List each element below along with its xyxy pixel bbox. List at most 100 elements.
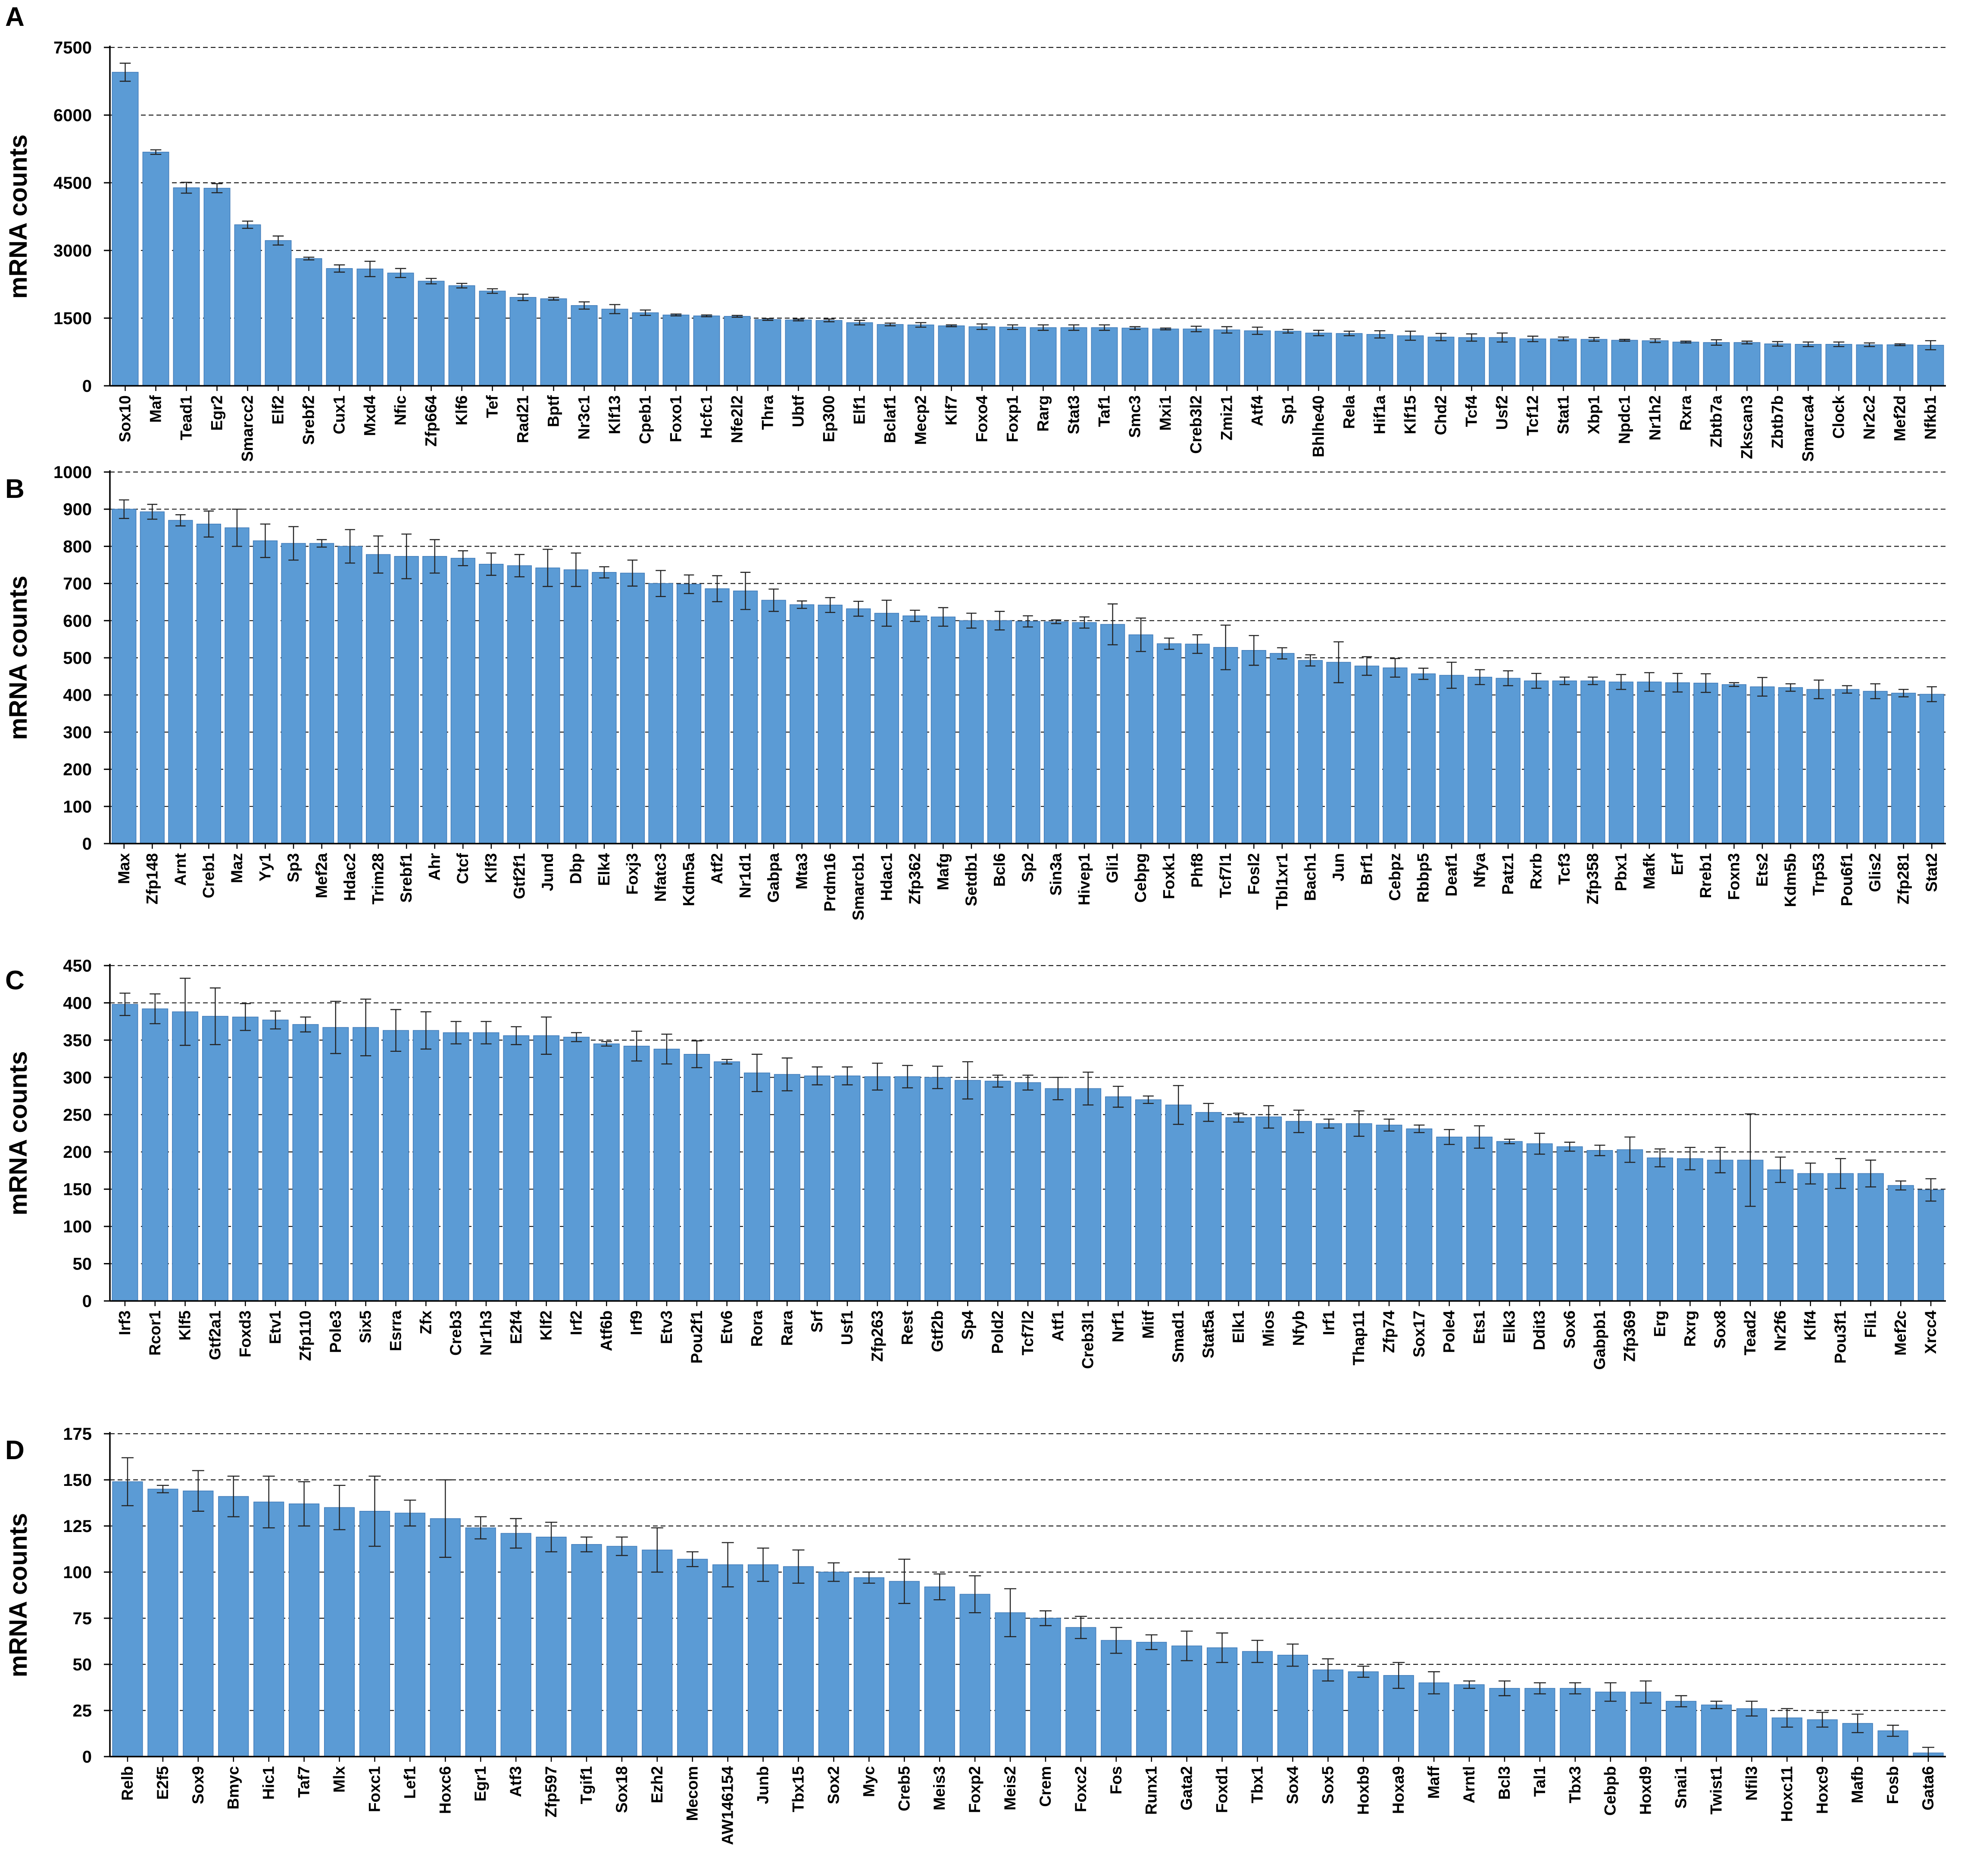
x-tick-label: Tal1: [1531, 1766, 1549, 1797]
bar: [864, 1076, 891, 1301]
x-tick-label: Cebpb: [1602, 1766, 1619, 1816]
x-tick-label: Srebf2: [300, 395, 318, 445]
bar: [987, 620, 1012, 844]
x-tick-label: Mafb: [1849, 1766, 1866, 1803]
bar: [142, 1008, 169, 1301]
bar: [265, 240, 292, 386]
x-tick-label: Atf1: [1049, 1310, 1067, 1341]
bar: [292, 1024, 319, 1301]
bar: [322, 1027, 349, 1301]
x-tick-label: Sox9: [189, 1766, 207, 1804]
x-tick-label: Meis3: [931, 1766, 948, 1810]
x-tick-label: Bcl3: [1496, 1766, 1513, 1800]
bar: [931, 616, 956, 844]
x-tick-label: Sox5: [1319, 1766, 1336, 1804]
x-tick-label: Hivep1: [1075, 853, 1093, 905]
bar: [601, 309, 628, 386]
y-axis-label: mRNA counts: [4, 1051, 32, 1215]
x-tick-label: Tcf4: [1463, 395, 1480, 427]
bar: [1580, 339, 1608, 386]
bar: [984, 1081, 1011, 1301]
panel-a: A 0 1500 3000 4500 6000 7500 mRNA counts Sox10 Ma…: [4, 2, 1946, 462]
bar: [1560, 1688, 1591, 1757]
bar: [1825, 344, 1852, 386]
x-tick-label: Sp2: [1019, 853, 1037, 882]
x-tick-label: Clock: [1830, 395, 1848, 439]
x-tick-label: Creb3: [447, 1310, 465, 1356]
x-tick-label: Nr1d1: [737, 853, 754, 898]
x-tick-label: Tead2: [1741, 1310, 1759, 1355]
bar: [907, 324, 934, 386]
x-tick-label: Mlx: [331, 1766, 348, 1793]
x-tick-label: Elf2: [269, 395, 287, 425]
bar: [1075, 1088, 1102, 1301]
x-tick-label: Sox6: [1561, 1310, 1578, 1348]
x-tick-label: Foxo1: [667, 395, 685, 442]
bar: [1519, 338, 1546, 386]
x-tick-label: Xbp1: [1585, 395, 1603, 434]
bar: [620, 572, 645, 844]
x-tick-label: Patz1: [1499, 853, 1517, 895]
bar: [902, 615, 927, 844]
bar: [1065, 1627, 1096, 1757]
x-tick-label: Zfp148: [143, 853, 161, 904]
x-tick-label: Mecp2: [912, 395, 930, 445]
x-tick-label: Mef2c: [1892, 1310, 1909, 1356]
x-tick-label: Nr2c2: [1861, 395, 1878, 440]
bar: [761, 600, 786, 844]
bar: [1489, 337, 1516, 386]
x-tick-label: Sin3a: [1047, 853, 1065, 896]
x-tick-label: Hoxc6: [436, 1766, 454, 1814]
x-tick-label: Smarcc2: [239, 395, 256, 462]
bar: [1677, 1158, 1703, 1301]
bar: [1157, 643, 1182, 844]
y-axis-label: mRNA counts: [4, 134, 32, 299]
bar: [571, 305, 598, 386]
panel-letter: D: [5, 1435, 25, 1465]
bar: [785, 319, 812, 386]
bar: [356, 269, 384, 386]
x-tick-label: Zfp597: [542, 1766, 560, 1817]
x-tick-label: Yy1: [256, 853, 274, 882]
x-tick-label: Zfp664: [422, 395, 440, 447]
bar: [387, 272, 414, 386]
x-tick-label: Thap11: [1350, 1310, 1368, 1366]
bar: [1665, 682, 1690, 844]
x-tick-label: Bach1: [1301, 853, 1319, 901]
x-tick-label: Gata6: [1919, 1766, 1937, 1810]
bar: [1015, 621, 1040, 844]
bar: [846, 608, 871, 844]
x-tick-label: Pou3f1: [1832, 1310, 1849, 1363]
x-tick-label: Mecom: [684, 1766, 701, 1821]
y-tick-label: 0: [82, 1292, 92, 1311]
bar: [533, 1035, 560, 1301]
bar: [1466, 1136, 1493, 1301]
x-tick-label: Setdb1: [962, 853, 980, 906]
bar: [147, 1488, 178, 1757]
bar: [112, 1481, 143, 1757]
bar: [1917, 1189, 1944, 1301]
x-tick-label: Tcf12: [1524, 395, 1542, 436]
bar: [712, 1564, 743, 1757]
x-tick-label: Cebpg: [1132, 853, 1149, 903]
x-tick-label: Klf13: [606, 395, 624, 434]
bar: [623, 1045, 650, 1301]
bar: [1778, 687, 1803, 844]
x-tick-label: Thra: [759, 395, 777, 430]
x-tick-label: Rarg: [1034, 395, 1052, 431]
x-tick-label: Hoxc11: [1778, 1766, 1796, 1822]
x-tick-label: Klf7: [943, 395, 960, 425]
bar: [383, 1030, 409, 1301]
x-tick-label: Rreb1: [1697, 853, 1714, 898]
bar: [1305, 332, 1332, 386]
y-tick-label: 25: [73, 1701, 92, 1720]
bar: [783, 1566, 814, 1757]
bar: [225, 527, 250, 844]
x-tick-label: Zfp263: [868, 1310, 886, 1362]
bar: [1101, 1640, 1132, 1757]
bar: [1091, 327, 1118, 386]
bar: [422, 556, 447, 844]
x-tick-label: Creb5: [895, 1766, 913, 1811]
x-tick-label: Arnt: [172, 853, 189, 886]
x-tick-label: Fosl2: [1245, 853, 1262, 895]
